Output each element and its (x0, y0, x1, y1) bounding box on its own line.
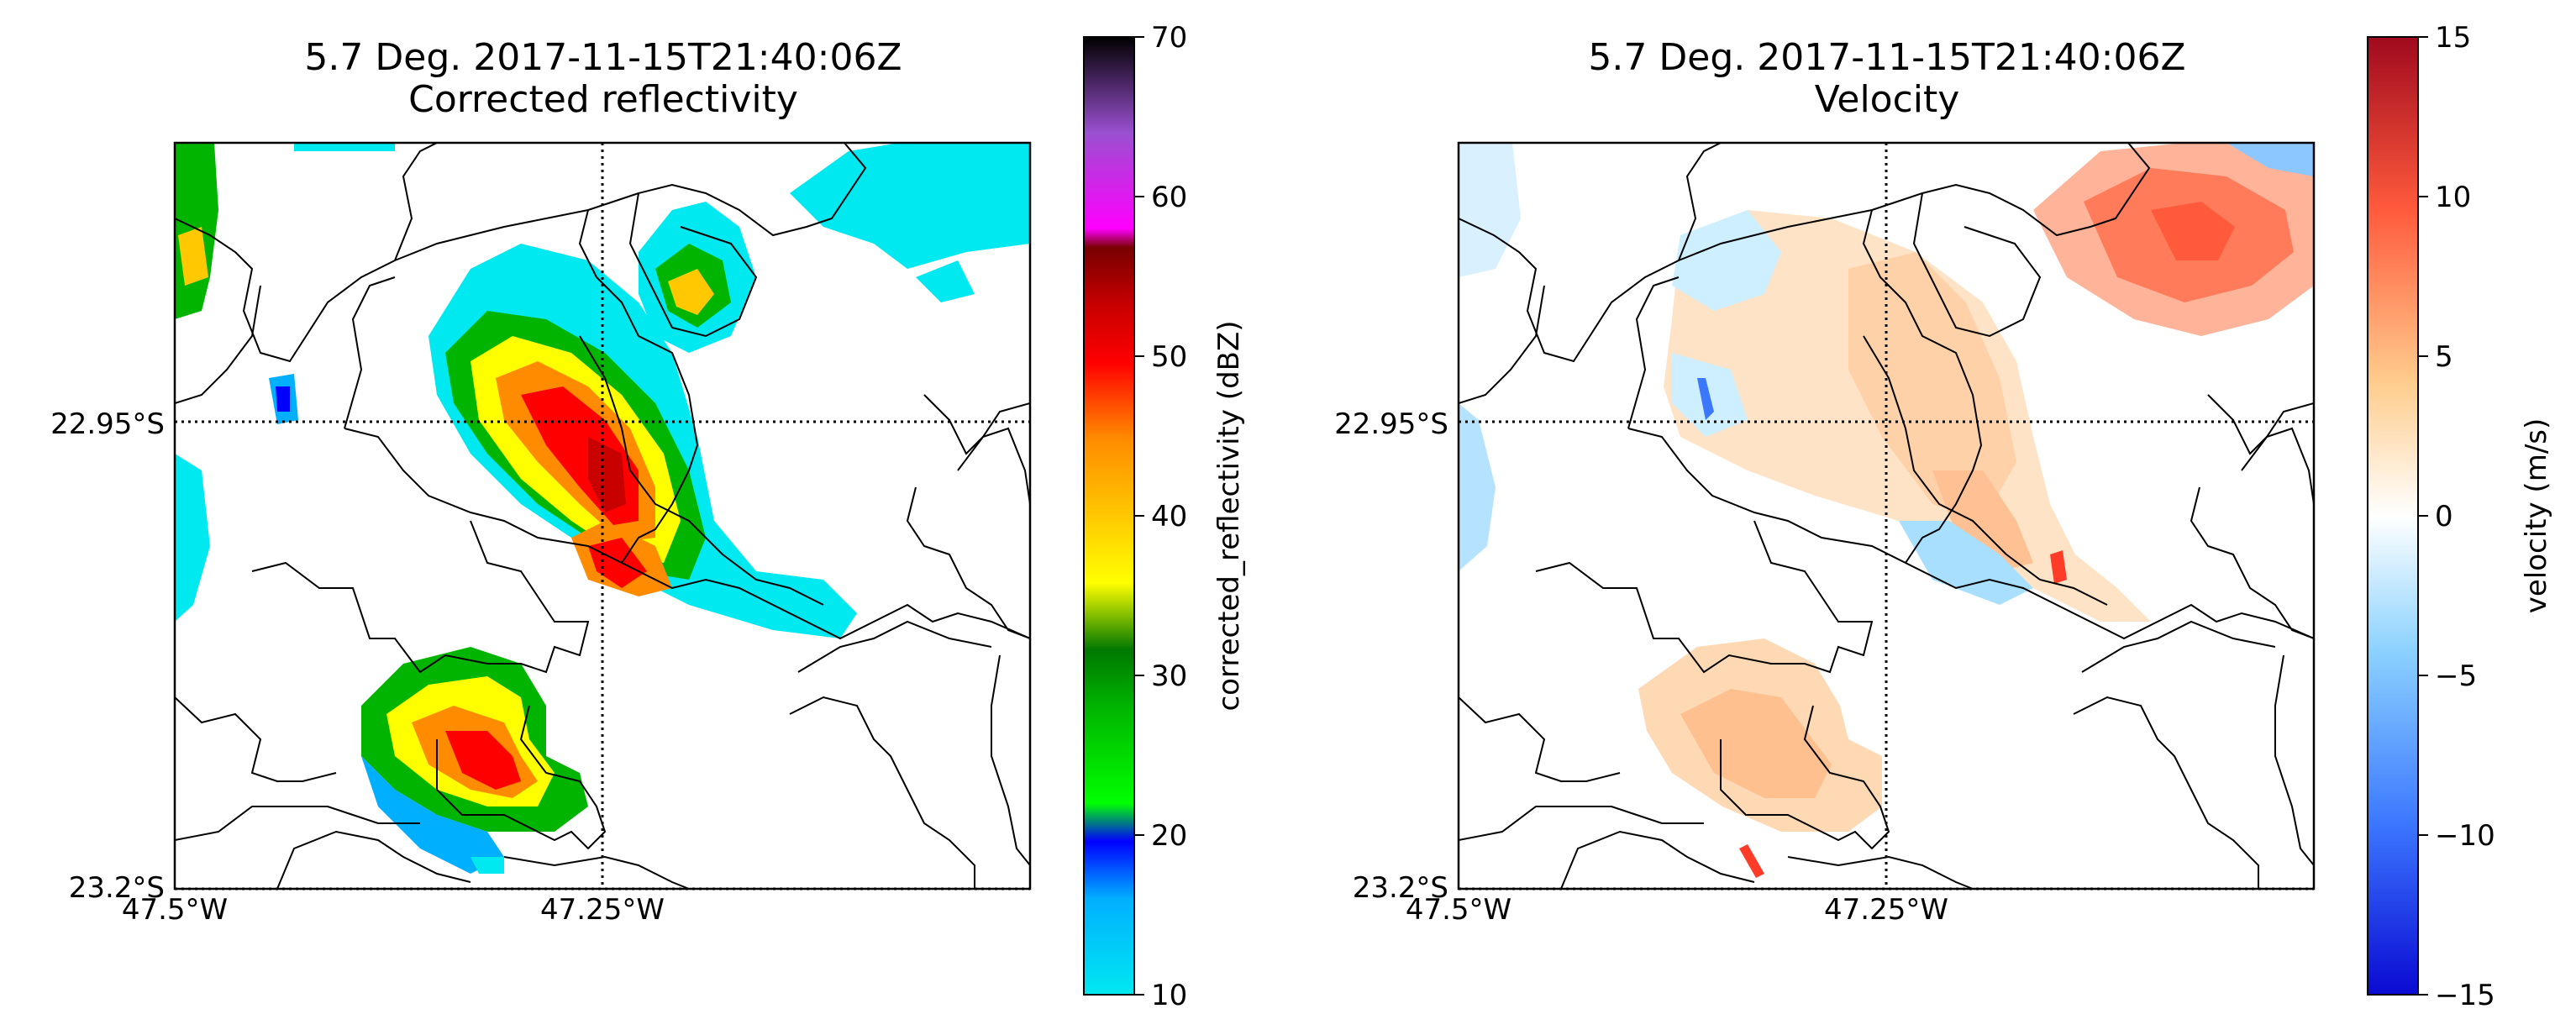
reflectivity-map (175, 143, 1030, 889)
reflectivity-echoes (175, 143, 1030, 874)
cbar-tick-0: 0 (2435, 500, 2453, 533)
reflectivity-axes-frame (173, 141, 1032, 891)
cbar-tick-10: 10 (2435, 181, 2471, 214)
cbar-tick-60: 60 (1151, 181, 1187, 214)
lat-label-22-95: 22.95°S (50, 407, 165, 441)
cbar-tick-70: 70 (1151, 21, 1187, 55)
velocity-colorbar-ticks: 15 10 5 0 −5 −10 −15 (2418, 21, 2495, 1012)
cbar-tick-minus15: −15 (2435, 979, 2495, 1012)
lon-label-47-5: 47.5°W (1406, 893, 1511, 927)
chart-title-reflectivity: 5.7 Deg. 2017-11-15T21:40:06Z Corrected … (175, 37, 1032, 121)
cbar-tick-10: 10 (1151, 979, 1187, 1012)
velocity-boundaries (1459, 143, 2314, 889)
velocity-echoes (1459, 143, 2314, 878)
cbar-tick-15: 15 (2435, 21, 2471, 55)
velocity-colorbar-label: velocity (m/s) (2520, 418, 2553, 614)
lat-label-23-2: 23.2°S (69, 871, 165, 905)
lat-label-23-2: 23.2°S (1353, 871, 1448, 905)
chart-title-velocity: 5.7 Deg. 2017-11-15T21:40:06Z Velocity (1459, 37, 2316, 121)
cbar-tick-minus5: −5 (2435, 659, 2477, 693)
reflectivity-colorbar (1083, 36, 1135, 996)
cbar-tick-30: 30 (1151, 659, 1187, 693)
title-line1: 5.7 Deg. 2017-11-15T21:40:06Z (304, 36, 902, 79)
cbar-tick-40: 40 (1151, 500, 1187, 533)
cbar-tick-20: 20 (1151, 819, 1187, 853)
cbar-tick-50: 50 (1151, 340, 1187, 374)
title-line2: Velocity (1814, 78, 1960, 121)
lat-label-22-95: 22.95°S (1334, 407, 1448, 441)
velocity-map (1459, 143, 2314, 889)
velocity-colorbar (2367, 36, 2419, 996)
lon-label-47-5: 47.5°W (122, 893, 228, 927)
reflectivity-colorbar-ticks: 70 60 50 40 30 20 10 (1134, 21, 1187, 1012)
title-line1: 5.7 Deg. 2017-11-15T21:40:06Z (1588, 36, 2186, 79)
velocity-axes-frame (1457, 141, 2316, 891)
lon-label-47-25: 47.25°W (540, 893, 665, 927)
title-line2: Corrected reflectivity (408, 78, 798, 121)
reflectivity-boundaries (175, 143, 1030, 889)
cbar-tick-minus10: −10 (2435, 819, 2495, 853)
lon-label-47-25: 47.25°W (1824, 893, 1948, 927)
cbar-tick-5: 5 (2435, 340, 2453, 374)
reflectivity-colorbar-label: corrected_reflectivity (dBZ) (1212, 320, 1246, 711)
